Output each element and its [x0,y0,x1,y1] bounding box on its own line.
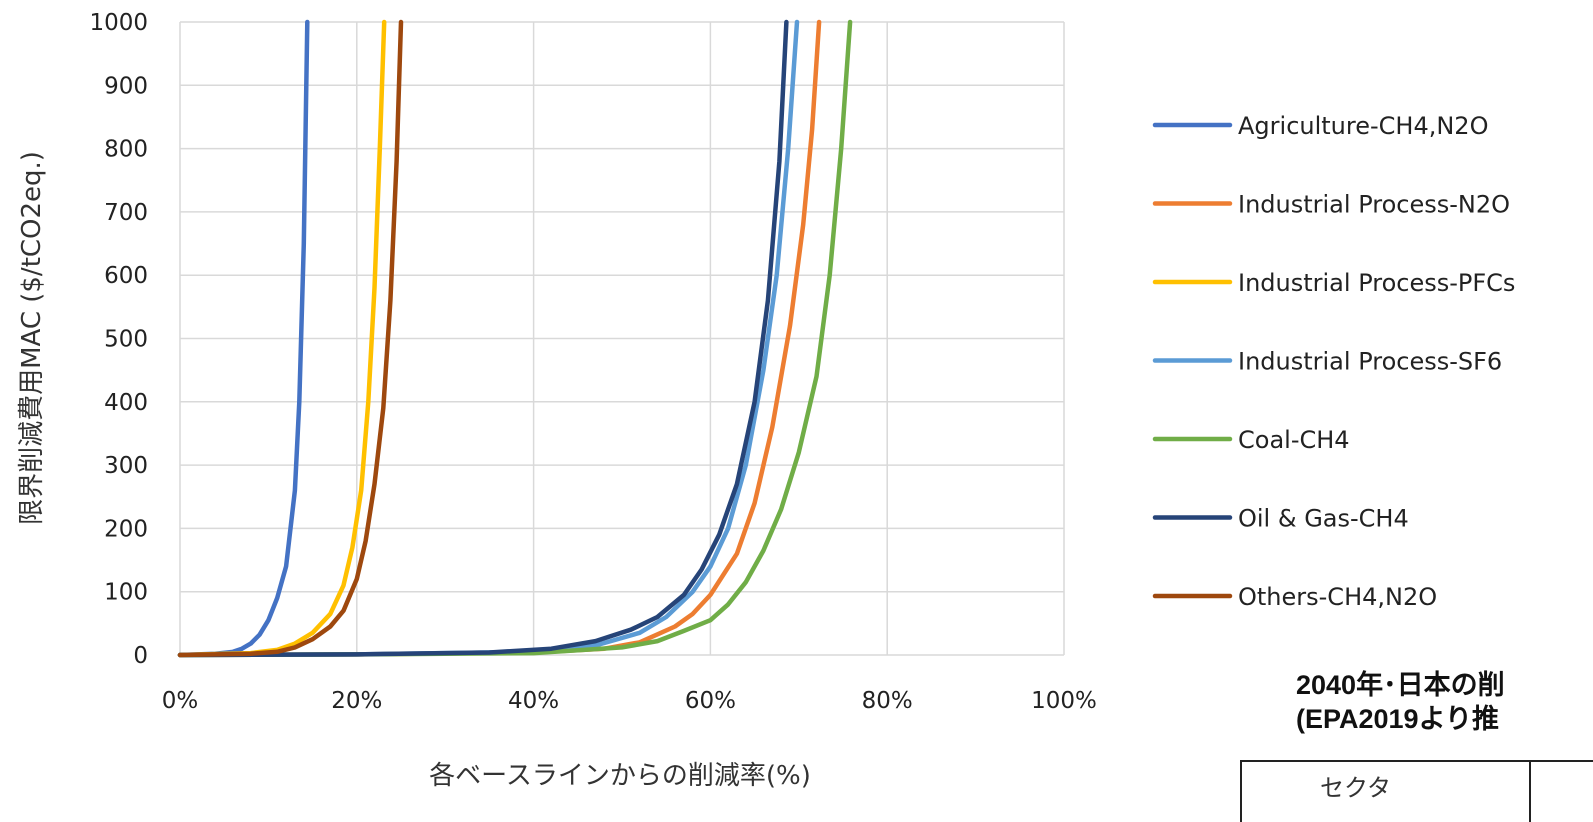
x-tick-label-3: 60% [685,688,736,714]
grid-lines [179,21,1065,656]
legend: Agriculture-CH4,N2O Industrial Process-N2… [1152,112,1515,611]
table-title-line-2: (EPA2019より推 [1296,704,1500,734]
x-tick-label-0: 0% [162,688,199,714]
table-title-note: 2040年･日本の削 (EPA2019より推 [1296,668,1593,736]
mac-curve-chart: 0 100 200 300 400 500 600 700 800 900 1000 0% 20% 40… [17,10,1515,791]
y-axis-label: 限界削減費用MAC ($/tCO2eq.) [17,151,47,525]
x-axis-label: 各ベースラインからの削減率(%) [429,761,811,791]
table-column-divider [1529,762,1531,822]
series-line-4 [177,19,853,658]
y-tick-label-2: 200 [104,516,148,542]
table-title-line-1: 2040年･日本の削 [1296,670,1505,700]
legend-label-5: Oil & Gas-CH4 [1238,505,1409,533]
legend-label-6: Others-CH4,N2O [1238,583,1437,611]
x-tick-label-4: 80% [862,688,913,714]
y-axis-ticks: 0 100 200 300 400 500 600 700 800 900 1000 [89,10,148,669]
legend-label-1: Industrial Process-N2O [1238,191,1510,219]
x-tick-label-2: 40% [508,688,559,714]
y-tick-label-0: 0 [133,643,148,669]
y-tick-label-9: 900 [104,73,148,99]
x-axis-ticks: 0% 20% 40% 60% 80% 100% [162,688,1097,714]
y-tick-label-7: 700 [104,200,148,226]
sector-table: セクタ [1240,760,1593,822]
series-lines [177,19,853,658]
series-line-6 [177,19,404,658]
table-header-cell: セクタ [1320,774,1392,802]
y-tick-label-6: 600 [104,263,148,289]
x-tick-label-1: 20% [331,688,382,714]
legend-label-0: Agriculture-CH4,N2O [1238,112,1488,140]
y-tick-label-4: 400 [104,390,148,416]
y-tick-label-5: 500 [104,327,148,353]
y-tick-label-1: 100 [104,580,148,606]
legend-label-4: Coal-CH4 [1238,426,1350,454]
y-tick-label-10: 1000 [89,10,148,36]
y-tick-label-8: 800 [104,137,148,163]
legend-label-2: Industrial Process-PFCs [1238,269,1515,297]
series-line-5 [177,19,789,658]
y-tick-label-3: 300 [104,453,148,479]
legend-label-3: Industrial Process-SF6 [1238,348,1502,376]
x-tick-label-5: 100% [1031,688,1097,714]
